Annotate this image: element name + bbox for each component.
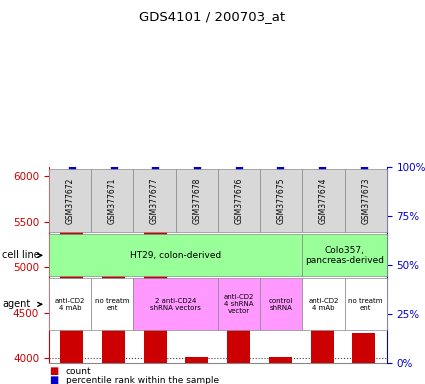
Text: GSM377673: GSM377673 xyxy=(361,177,370,224)
Text: no treatm
ent: no treatm ent xyxy=(95,298,130,311)
Text: GSM377672: GSM377672 xyxy=(65,177,74,224)
Point xyxy=(152,166,159,172)
Text: GSM377677: GSM377677 xyxy=(150,177,159,224)
Text: GSM377671: GSM377671 xyxy=(108,177,117,224)
Text: Colo357,
pancreas-derived: Colo357, pancreas-derived xyxy=(305,246,384,265)
Text: agent: agent xyxy=(2,299,30,310)
Bar xyxy=(352,333,375,363)
Bar xyxy=(102,263,125,363)
Text: percentile rank within the sample: percentile rank within the sample xyxy=(66,376,219,384)
Text: anti-CD2
4 shRNA
vector: anti-CD2 4 shRNA vector xyxy=(224,294,254,314)
Point xyxy=(360,166,367,172)
Bar xyxy=(311,327,334,363)
Text: count: count xyxy=(66,367,91,376)
Text: GSM377676: GSM377676 xyxy=(235,177,244,224)
Text: GSM377678: GSM377678 xyxy=(192,177,201,224)
Text: ■: ■ xyxy=(49,366,58,376)
Text: HT29, colon-derived: HT29, colon-derived xyxy=(130,251,221,260)
Point xyxy=(68,166,75,172)
Text: GSM377675: GSM377675 xyxy=(277,177,286,224)
Text: GSM377674: GSM377674 xyxy=(319,177,328,224)
Bar xyxy=(60,210,83,363)
Text: ■: ■ xyxy=(49,375,58,384)
Text: cell line: cell line xyxy=(2,250,40,260)
Point xyxy=(319,166,326,172)
Text: anti-CD2
4 mAb: anti-CD2 4 mAb xyxy=(308,298,339,311)
Point xyxy=(193,166,200,172)
Text: 2 anti-CD24
shRNA vectors: 2 anti-CD24 shRNA vectors xyxy=(150,298,201,311)
Bar xyxy=(227,297,250,363)
Bar xyxy=(269,358,292,363)
Text: no treatm
ent: no treatm ent xyxy=(348,298,383,311)
Text: GDS4101 / 200703_at: GDS4101 / 200703_at xyxy=(139,10,286,23)
Text: anti-CD2
4 mAb: anti-CD2 4 mAb xyxy=(55,298,85,311)
Bar xyxy=(185,358,208,363)
Point xyxy=(110,166,117,172)
Bar xyxy=(144,219,167,363)
Text: control
shRNA: control shRNA xyxy=(269,298,293,311)
Point xyxy=(235,166,242,172)
Point xyxy=(277,166,284,172)
